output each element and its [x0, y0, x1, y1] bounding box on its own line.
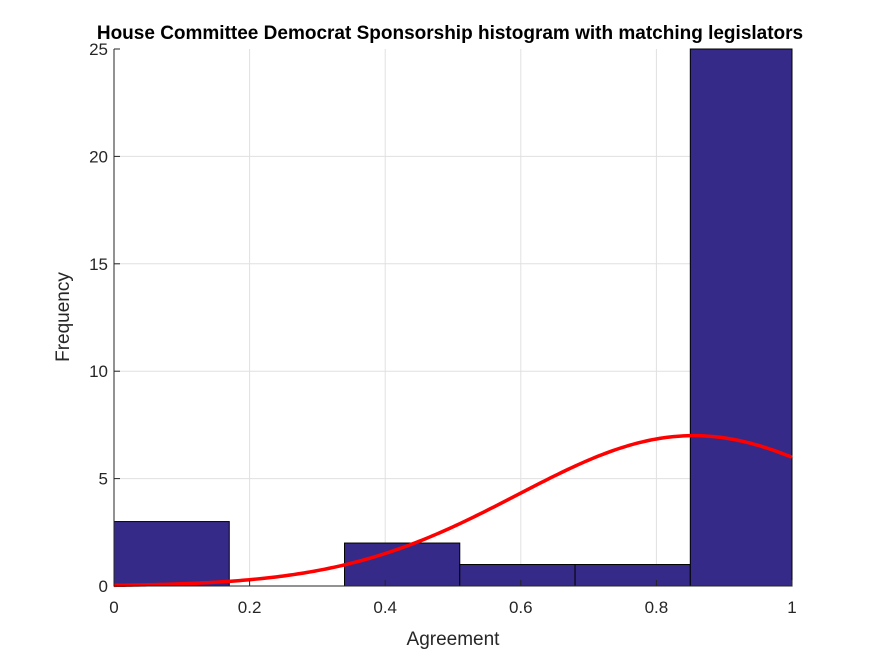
histogram-bar-0 [113, 521, 230, 587]
x-tick-label-1: 0.2 [238, 598, 262, 617]
x-tick-label-3: 0.6 [509, 598, 533, 617]
y-tick-label-1: 5 [99, 470, 108, 489]
histogram-bar-3 [459, 564, 576, 587]
y-tick-label-0: 0 [99, 577, 108, 596]
plot-area [114, 49, 792, 586]
chart-title: House Committee Democrat Sponsorship his… [97, 23, 803, 44]
y-tick-label-3: 15 [89, 255, 108, 274]
y-tick-label-5: 25 [89, 40, 108, 59]
histogram-bar-5 [689, 48, 793, 587]
x-tick-label-2: 0.4 [373, 598, 397, 617]
histogram-bars [113, 48, 793, 587]
fit-curve-line [113, 433, 793, 588]
y-tick-label-2: 10 [89, 362, 108, 381]
y-tick-labels: 0 5 10 15 20 25 [89, 40, 108, 596]
y-tick-label-4: 20 [89, 147, 108, 166]
x-tick-label-0: 0 [109, 598, 118, 617]
histogram-bar-4 [574, 564, 691, 587]
x-tick-labels: 0 0.2 0.4 0.6 0.8 1 [109, 598, 796, 617]
y-axis-label: Frequency [53, 272, 74, 362]
x-axis-label: Agreement [407, 629, 501, 650]
x-tick-label-4: 0.8 [645, 598, 669, 617]
grid-lines [114, 49, 792, 586]
axes [113, 48, 793, 587]
x-tick-label-5: 1 [787, 598, 796, 617]
